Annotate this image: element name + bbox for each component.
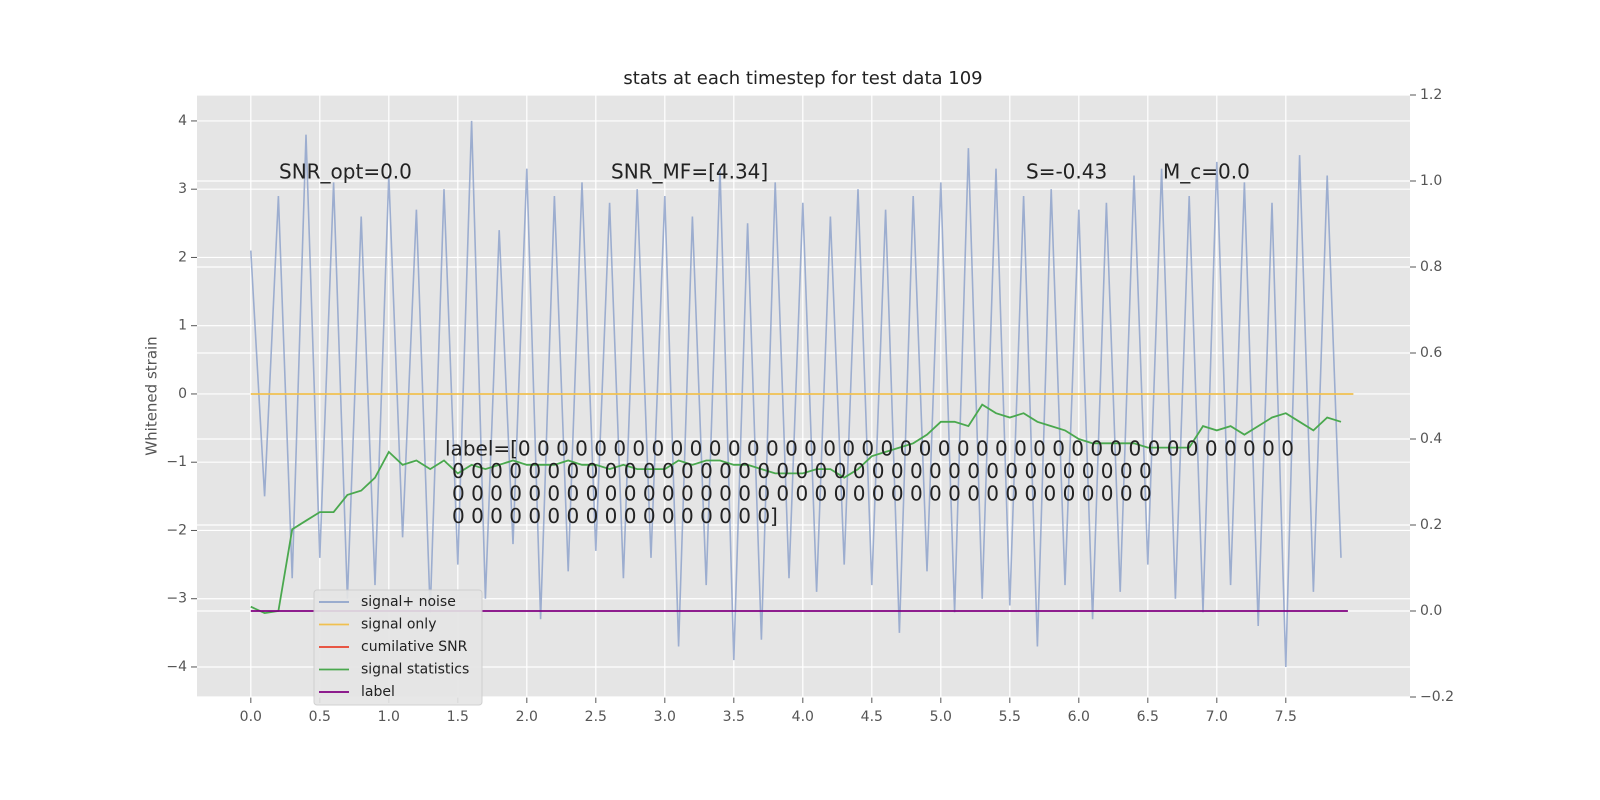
y2-tick-label: −0.2 (1420, 689, 1454, 705)
label-annotation: 0 0 0 0 0 0 0 0 0 0 0 0 0 0 0 0 0 0 0 0 … (452, 459, 1152, 483)
y2-tick-label: 0.4 (1420, 431, 1442, 447)
y-tick-label: 4 (178, 113, 187, 129)
y-tick-label: 0 (178, 386, 187, 402)
y2-tick-label: 1.0 (1420, 173, 1442, 189)
y-tick-label: −2 (166, 522, 187, 538)
label-annotation: 0 0 0 0 0 0 0 0 0 0 0 0 0 0 0 0 0 0 0 0 … (452, 482, 1152, 506)
x-tick-label: 1.0 (378, 709, 400, 725)
label-annotation: label=[0 0 0 0 0 0 0 0 0 0 0 0 0 0 0 0 0… (445, 437, 1294, 461)
y2-tick-label: 0.2 (1420, 517, 1442, 533)
y2-tick-label: 1.2 (1420, 87, 1442, 103)
legend-label: label (361, 684, 395, 700)
annotation: SNR_MF=[4.34] (611, 160, 768, 184)
legend-box (313, 589, 483, 706)
legend-label: cumilative SNR (361, 639, 468, 655)
series-line (250, 403, 1342, 615)
y-axis-label: Whitened strain (143, 336, 161, 455)
y-tick-label: 1 (178, 318, 187, 334)
series-line (250, 120, 1342, 668)
annotation: M_c=0.0 (1163, 160, 1250, 184)
x-tick-label: 7.0 (1206, 709, 1228, 725)
annotation: SNR_opt=0.0 (279, 160, 412, 184)
x-tick-label: 0.5 (309, 709, 331, 725)
x-tick-label: 5.0 (930, 709, 952, 725)
legend-label: signal only (361, 617, 436, 633)
x-tick-label: 5.5 (999, 709, 1021, 725)
x-tick-label: 3.5 (723, 709, 745, 725)
x-tick-label: 4.0 (792, 709, 814, 725)
x-tick-label: 1.5 (447, 709, 469, 725)
x-tick-label: 3.0 (654, 709, 676, 725)
x-tick-label: 6.0 (1068, 709, 1090, 725)
chart-title: stats at each timestep for test data 109 (623, 68, 982, 89)
x-tick-label: 2.0 (516, 709, 538, 725)
y2-tick-label: 0.0 (1420, 603, 1442, 619)
y-tick-label: −4 (166, 659, 187, 675)
y-tick-label: −1 (166, 454, 187, 470)
x-tick-label: 4.5 (861, 709, 883, 725)
x-tick-label: 6.5 (1137, 709, 1159, 725)
legend-label: signal+ noise (361, 594, 456, 610)
legend-label: signal statistics (361, 662, 469, 678)
y2-tick-label: 0.6 (1420, 345, 1442, 361)
y-tick-label: 3 (178, 181, 187, 197)
annotation: S=-0.43 (1026, 160, 1107, 184)
y-tick-label: 2 (178, 249, 187, 265)
y2-tick-label: 0.8 (1420, 259, 1442, 275)
x-tick-label: 2.5 (585, 709, 607, 725)
y-tick-label: −3 (166, 591, 187, 607)
x-tick-label: 0.0 (240, 709, 262, 725)
x-tick-label: 7.5 (1275, 709, 1297, 725)
label-annotation: 0 0 0 0 0 0 0 0 0 0 0 0 0 0 0 0 0] (452, 504, 778, 528)
